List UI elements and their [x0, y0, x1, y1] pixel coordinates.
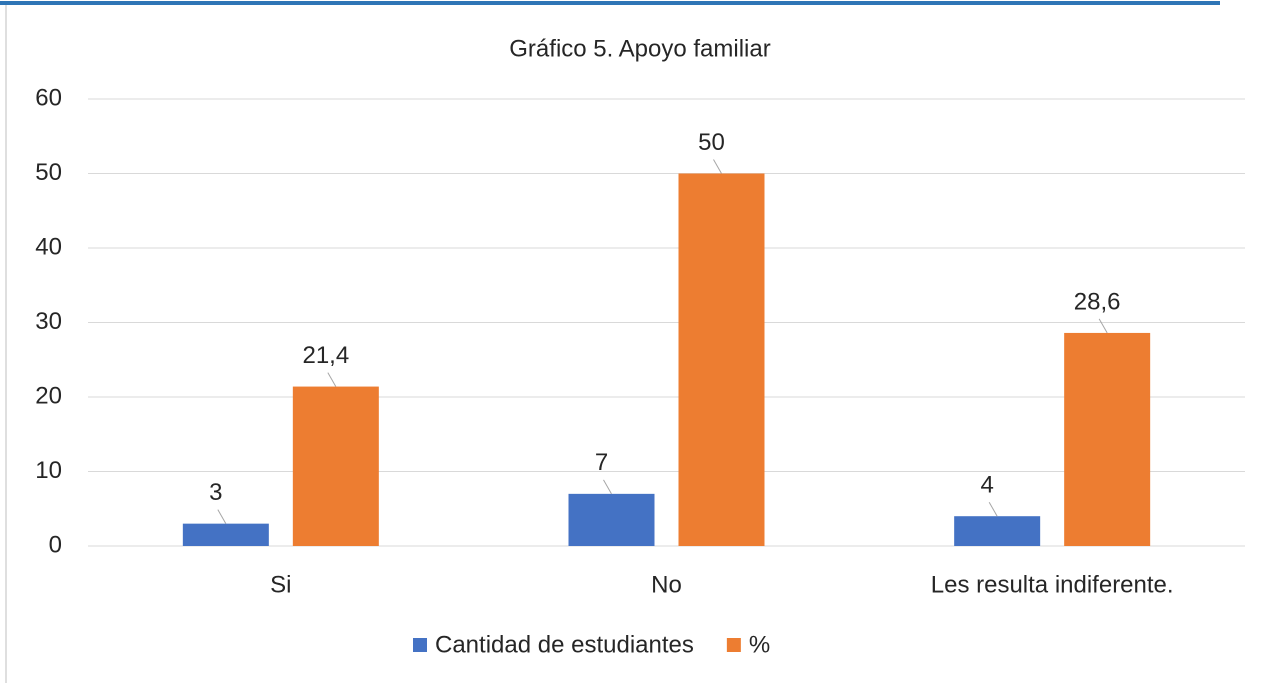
y-tick-label: 30 [35, 308, 62, 335]
bar [678, 173, 765, 546]
leader-line [1098, 318, 1108, 334]
y-tick-label: 40 [35, 233, 62, 260]
bar [1064, 332, 1151, 546]
bar [954, 516, 1041, 546]
chart-title: Gráfico 5. Apoyo familiar [509, 35, 770, 62]
bar [292, 386, 379, 546]
x-tick-label: Si [270, 571, 291, 598]
bar [182, 523, 269, 546]
x-tick-label: Les resulta indiferente. [931, 571, 1174, 598]
leader-line [217, 509, 227, 524]
data-label: 7 [595, 449, 608, 476]
x-tick-label: No [651, 571, 682, 598]
leader-line [713, 159, 722, 174]
y-tick-label: 0 [49, 531, 62, 558]
data-label: 21,4 [302, 342, 349, 369]
data-label: 28,6 [1074, 288, 1121, 315]
leader-line [988, 501, 998, 517]
y-tick-label: 10 [35, 457, 62, 484]
leader-line [603, 479, 612, 495]
legend-label: % [749, 631, 770, 658]
data-label: 4 [980, 472, 993, 499]
legend-swatch [413, 638, 427, 652]
legend-label: Cantidad de estudiantes [435, 631, 694, 658]
y-tick-label: 20 [35, 382, 62, 409]
y-tick-label: 60 [35, 84, 62, 111]
legend-swatch [726, 638, 741, 652]
y-tick-label: 50 [35, 159, 62, 186]
leader-line [327, 372, 337, 387]
data-label: 3 [209, 479, 222, 506]
data-label: 50 [698, 129, 725, 156]
bar [568, 493, 655, 546]
